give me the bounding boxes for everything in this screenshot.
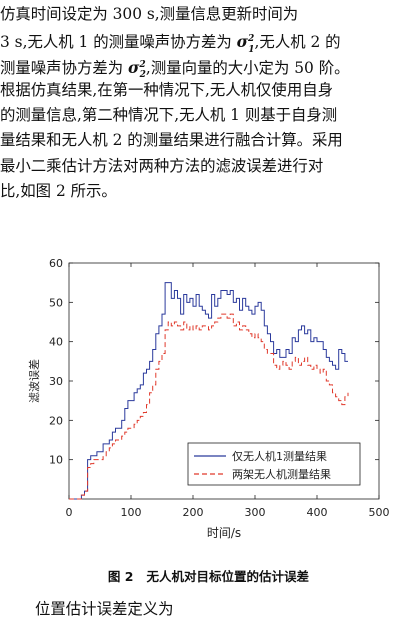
text-line: 根据仿真结果,在第一种情况下,无人机仅使用自身	[0, 80, 333, 99]
text-line: 量结果和无人机 2 的测量结果进行融合计算。采用	[0, 131, 343, 150]
x-tick-label: 300	[245, 506, 266, 519]
sigma-exponent: 2	[248, 34, 255, 45]
text-span: 测量噪声协方差为	[0, 58, 129, 77]
text-span: 3 s,无人机 1 的测量噪声协方差为	[0, 33, 237, 52]
x-tick-label: 500	[369, 506, 390, 519]
text-span: ,测量向量的大小定为 50 阶。	[145, 58, 350, 77]
series-line-uav1	[69, 282, 348, 500]
text-line: 3 s,无人机 1 的测量噪声协方差为 σ21,无人机 2 的	[0, 27, 417, 54]
math-sigma1: σ21	[236, 33, 255, 54]
sigma-symbol: σ	[236, 33, 248, 52]
x-axis-label: 时间/s	[207, 526, 241, 540]
caption-text: 无人机对目标位置的估计误差	[146, 569, 310, 584]
caption-label: 图 2	[107, 569, 134, 584]
sigma-exponent: 2	[139, 59, 146, 70]
x-tick-label: 400	[307, 506, 328, 519]
figure-caption: 图 2 无人机对目标位置的估计误差	[0, 566, 417, 585]
legend-box	[187, 442, 361, 486]
text-line: 比,如图 2 所示。	[0, 182, 117, 201]
text-line: 的测量信息,第二种情况下,无人机 1 则基于自身测	[0, 106, 338, 125]
body-paragraph-1: 仿真时间设定为 300 s,测量信息更新时间为 3 s,无人机 1 的测量噪声协…	[0, 2, 417, 204]
y-tick-label: 60	[49, 257, 63, 270]
y-tick-label: 30	[49, 375, 63, 388]
text-span: ,无人机 2 的	[254, 33, 341, 52]
y-axis-label: 滤波误差	[27, 359, 41, 403]
sigma-symbol: σ	[128, 58, 140, 77]
legend-label-2: 两架无人机测量结果	[232, 467, 331, 481]
legend-label-1: 仅无人机1测量结果	[232, 449, 327, 463]
y-tick-label: 50	[49, 296, 63, 309]
math-sigma2: σ22	[128, 58, 146, 80]
x-tick-label: 0	[66, 506, 73, 519]
x-tick-label: 100	[121, 506, 142, 519]
series-line-fused	[69, 313, 349, 500]
y-tick-label: 20	[49, 414, 63, 427]
legend: 仅无人机1测量结果 两架无人机测量结果	[187, 442, 361, 486]
sigma-index: 2	[139, 69, 146, 80]
text-line: 仿真时间设定为 300 s,测量信息更新时间为	[0, 5, 299, 23]
text-line: 最小二乘估计方法对两种方法的滤波误差进行对	[0, 156, 324, 175]
x-tick-label: 200	[183, 506, 204, 519]
y-tick-label: 40	[49, 336, 63, 349]
text-line: 测量噪声协方差为 σ22,测量向量的大小定为 50 阶。	[0, 53, 417, 80]
body-paragraph-2: 位置估计误差定义为	[35, 600, 174, 618]
y-tick-label: 10	[49, 454, 63, 467]
sigma-index: 1	[248, 44, 255, 55]
error-chart: 0 100 200 300 400 500 10 20 30 40 50 60 滤波误差 时间/s 仅…	[27, 257, 390, 540]
